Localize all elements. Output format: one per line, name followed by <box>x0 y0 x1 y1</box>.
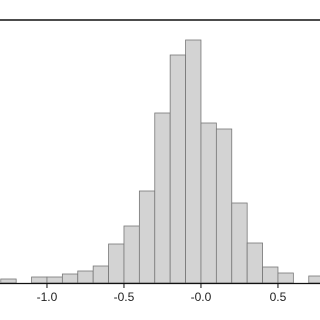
bar <box>277 272 294 284</box>
bar <box>308 275 320 284</box>
bar <box>77 270 94 284</box>
bar <box>31 276 48 284</box>
bar <box>154 112 171 284</box>
bar <box>200 122 217 284</box>
bar <box>46 276 63 284</box>
bar <box>0 278 17 284</box>
x-tick-label: 0.5 <box>270 290 287 304</box>
bar <box>231 202 248 284</box>
bar <box>215 128 233 284</box>
bar <box>61 273 79 284</box>
x-tick-label: -1.0 <box>37 290 58 304</box>
bar <box>185 39 202 284</box>
x-tick-label: -0.0 <box>191 290 212 304</box>
bar <box>169 54 186 284</box>
bar <box>92 265 109 284</box>
bar <box>262 266 279 284</box>
bar <box>246 242 263 284</box>
x-tick-label: -0.5 <box>114 290 135 304</box>
bar <box>108 243 125 284</box>
bars <box>0 39 320 284</box>
bar <box>138 190 156 284</box>
bar <box>123 225 140 284</box>
